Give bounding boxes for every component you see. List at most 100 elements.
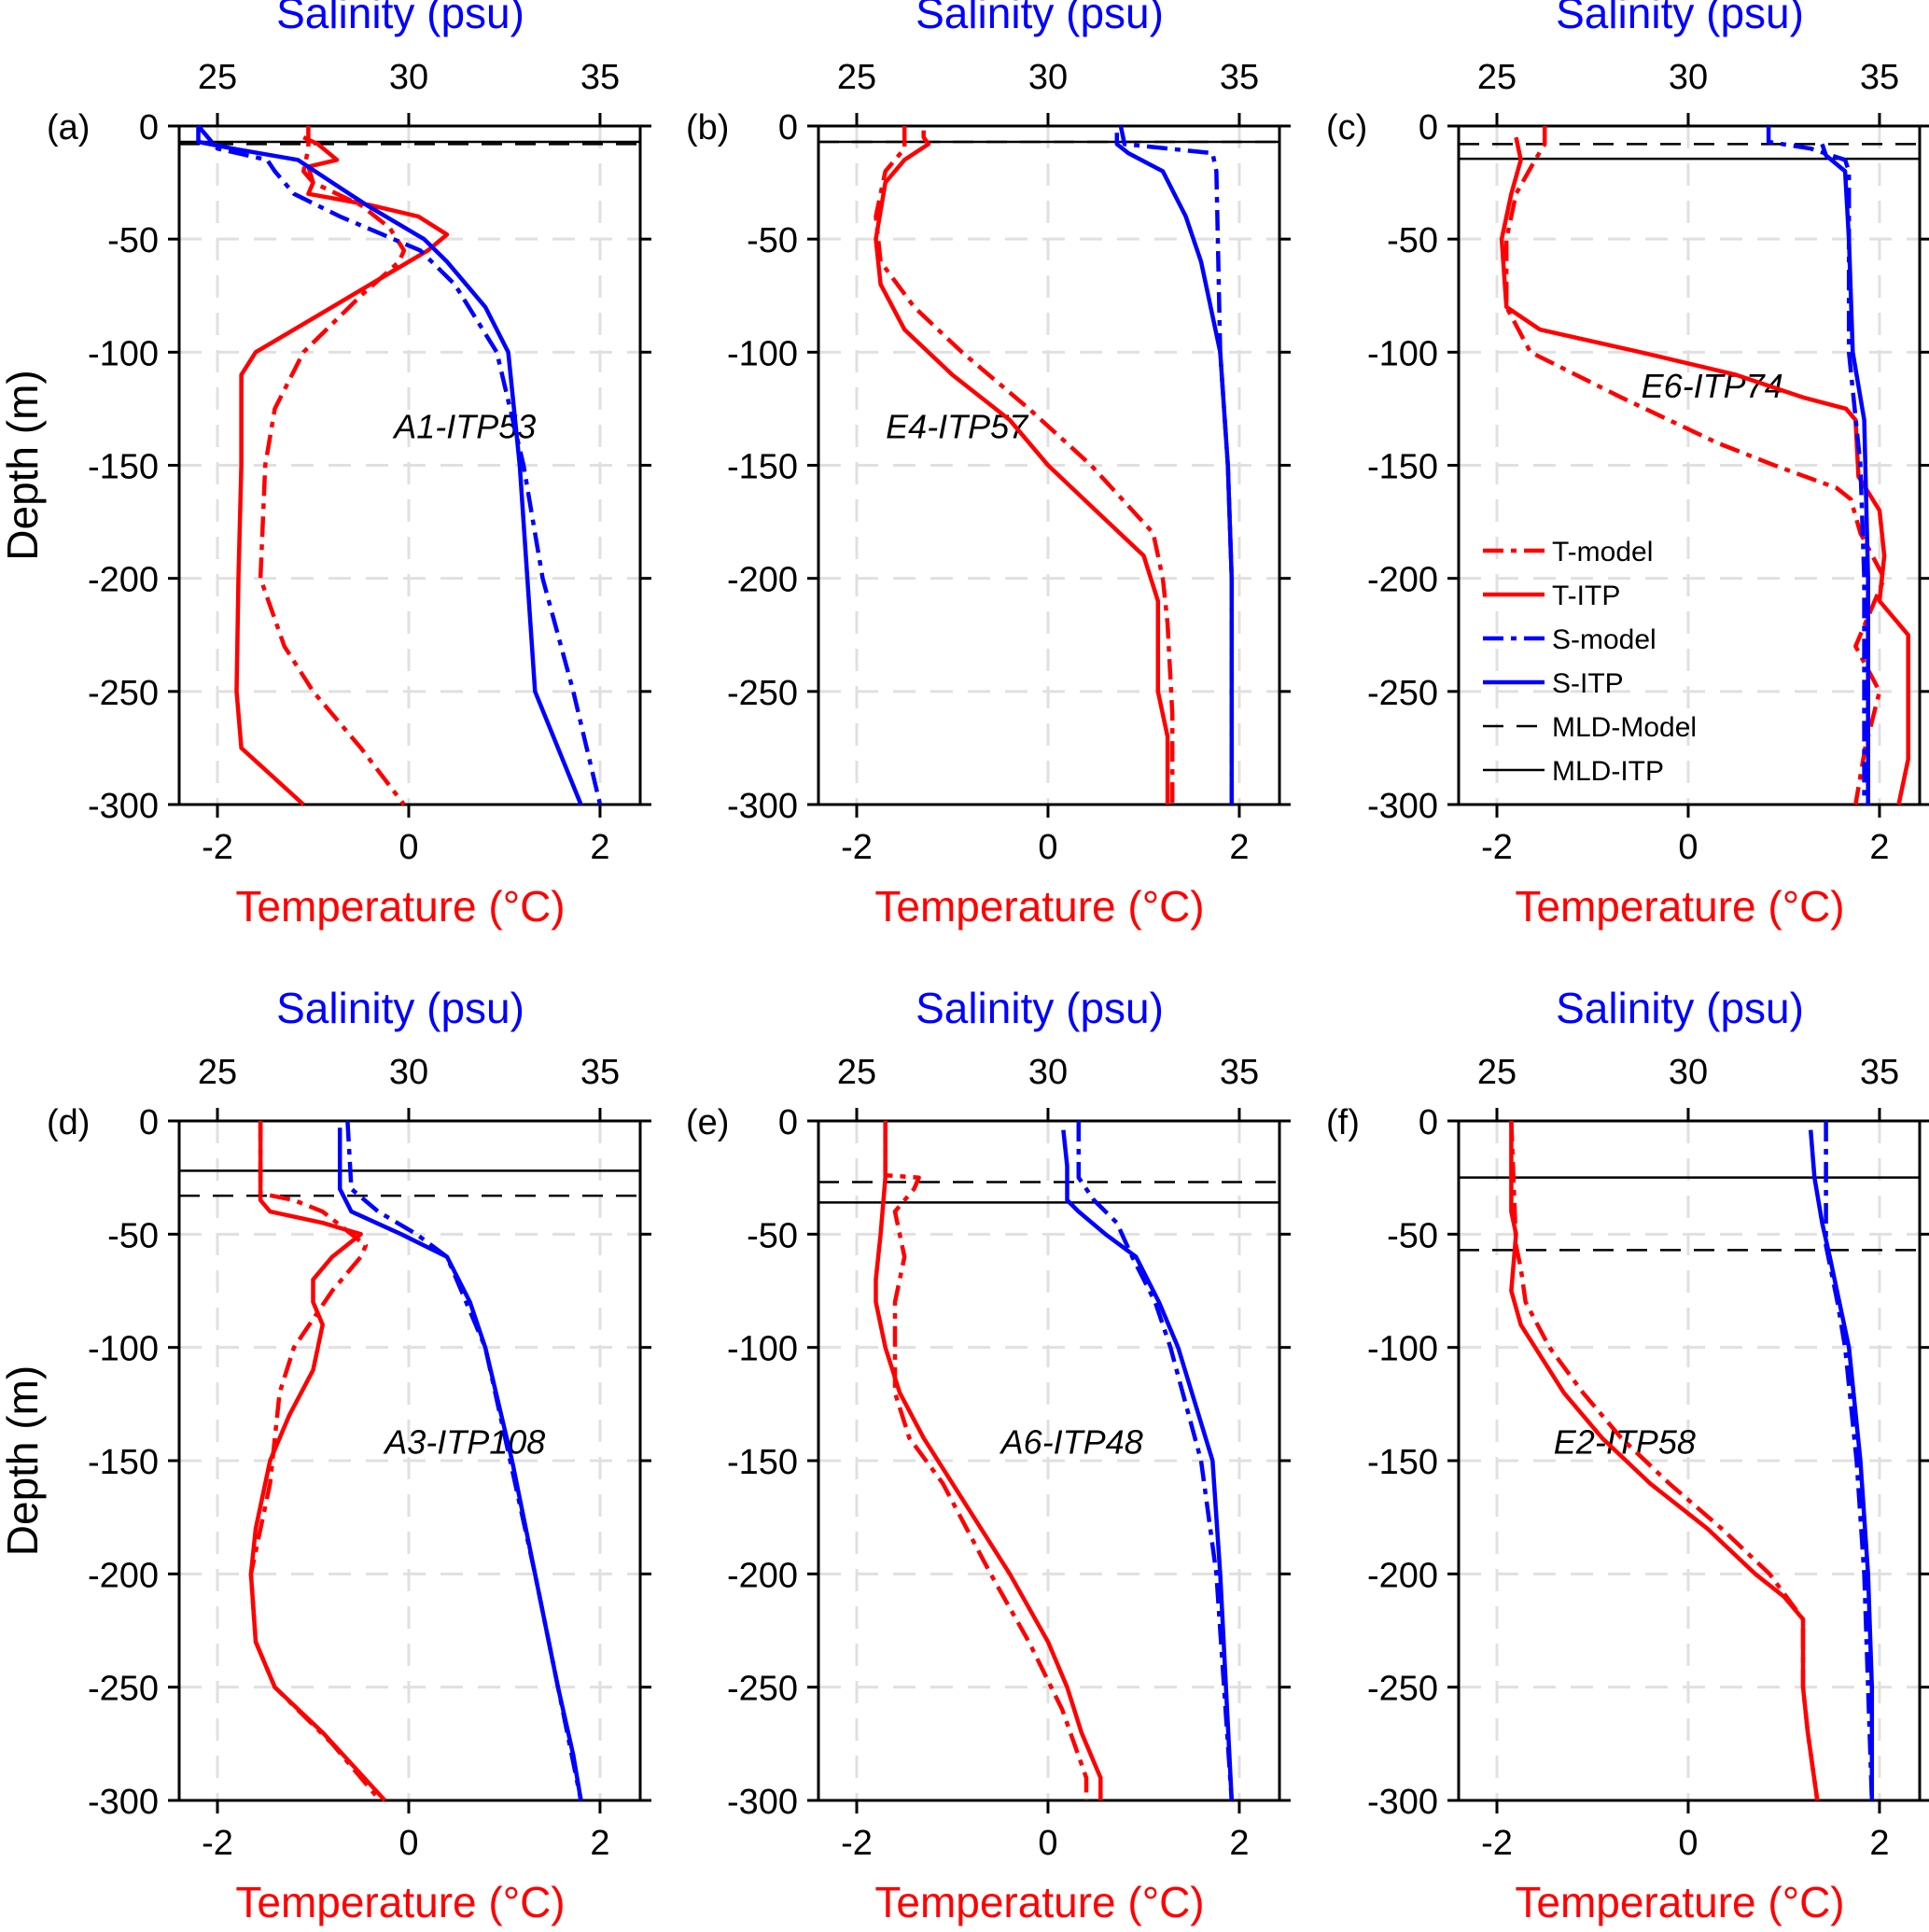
y-tick-label: -150: [1367, 1443, 1438, 1482]
panel-label: (d): [47, 1103, 90, 1142]
t-itp-line: [1499, 136, 1910, 805]
x-tick-label-temperature: 2: [1869, 828, 1889, 867]
y-tick-label: -150: [88, 1443, 159, 1482]
station-label: E6-ITP74: [1642, 367, 1783, 405]
t-itp-line: [874, 130, 1170, 805]
y-tick-label: -250: [88, 1670, 159, 1709]
x-tick-label-temperature: 2: [1229, 1824, 1249, 1863]
y-tick-label: -250: [1367, 674, 1438, 713]
x-tick-label-salinity: 25: [1477, 58, 1517, 97]
y-tick-label: -100: [1367, 1330, 1438, 1369]
panel-label: (f): [1326, 1103, 1360, 1142]
x-tick-label-salinity: 30: [389, 1053, 428, 1092]
x-tick-label-salinity: 35: [580, 58, 620, 97]
y-tick-label: -200: [1367, 1556, 1438, 1595]
y-tick-label: -150: [727, 448, 798, 487]
x-tick-label-temperature: -2: [841, 828, 873, 867]
y-tick-label: 0: [139, 1103, 159, 1142]
x-tick-label-temperature: 0: [1678, 1824, 1698, 1863]
x-tick-label-temperature: 0: [1678, 828, 1698, 867]
x-tick-label-salinity: 30: [1028, 1053, 1068, 1092]
x-tick-label-temperature: -2: [1481, 1824, 1513, 1863]
x-tick-label-temperature: -2: [202, 828, 233, 867]
y-tick-label: -250: [1367, 1670, 1438, 1709]
y-tick-label: -100: [1367, 334, 1438, 373]
legend-label: MLD-Model: [1552, 712, 1697, 743]
s-itp-line: [1820, 143, 1870, 805]
x-tick-label-temperature: 2: [1869, 1824, 1889, 1863]
x-tick-label-salinity: 35: [1220, 1053, 1259, 1092]
x-tick-label-salinity: 35: [1220, 58, 1259, 97]
legend-label: T-ITP: [1552, 581, 1620, 611]
legend: T-model T-ITP S-model S-ITP MLD-Model MLD-ITP: [1483, 537, 1697, 787]
x-axis-title-salinity: Salinity (psu): [916, 0, 1164, 37]
y-tick-label: -50: [747, 221, 798, 260]
t-model-line: [883, 1121, 1089, 1800]
y-tick-label: -200: [727, 561, 798, 600]
y-tick-label: -300: [88, 1783, 159, 1822]
y-tick-label: -200: [88, 561, 159, 600]
station-label: E4-ITP57: [886, 407, 1029, 445]
x-tick-label-temperature: 0: [398, 1824, 418, 1863]
x-axis-title-salinity: Salinity (psu): [1556, 0, 1804, 37]
y-tick-label: -150: [1367, 448, 1438, 487]
panel-label: (c): [1326, 108, 1367, 147]
y-tick-label: 0: [1419, 1103, 1438, 1142]
s-itp-line: [1114, 133, 1235, 805]
x-tick-label-temperature: 2: [590, 828, 609, 867]
station-label: A6-ITP48: [999, 1423, 1143, 1462]
x-axis-title-salinity: Salinity (psu): [276, 984, 524, 1032]
x-tick-label-salinity: 30: [1669, 1053, 1708, 1092]
s-itp-line: [196, 126, 583, 805]
y-tick-label: -50: [747, 1216, 798, 1255]
x-tick-label-salinity: 25: [198, 58, 237, 97]
panel-f: -2 0 2 25 30 35 0 -50 -100 -150 -200 -250 -300 Temper…: [1326, 984, 1929, 1926]
x-axis-title-temperature: Temperature (°C): [235, 882, 565, 931]
x-axis-title-salinity: Salinity (psu): [276, 0, 524, 37]
y-tick-label: -50: [1387, 221, 1438, 260]
y-tick-label: -100: [727, 334, 798, 373]
s-model-line: [345, 1120, 583, 1801]
x-tick-label-salinity: 25: [837, 1053, 876, 1092]
y-tick-label: -50: [107, 221, 159, 260]
panel-label: (e): [686, 1103, 729, 1142]
t-itp-line: [874, 1121, 1103, 1800]
panel-label: (a): [47, 108, 90, 147]
y-tick-label: 0: [778, 108, 798, 147]
x-tick-label-temperature: -2: [202, 1824, 233, 1863]
t-model-line: [248, 1121, 382, 1802]
y-tick-label: -300: [1367, 787, 1438, 826]
x-tick-label-salinity: 30: [1669, 58, 1708, 97]
y-tick-label: -50: [107, 1216, 159, 1255]
y-tick-label: -250: [727, 674, 798, 713]
y-tick-label: -100: [727, 1330, 798, 1369]
x-axis-title-temperature: Temperature (°C): [1515, 882, 1844, 931]
x-axis-title-temperature: Temperature (°C): [235, 1878, 565, 1926]
y-tick-label: 0: [778, 1103, 798, 1142]
x-tick-label-salinity: 30: [389, 58, 428, 97]
legend-label: T-model: [1552, 537, 1653, 567]
t-model-line: [1509, 1120, 1820, 1801]
y-tick-label: -100: [88, 1330, 159, 1369]
legend-label: MLD-ITP: [1552, 756, 1664, 787]
t-model-line: [874, 126, 1175, 805]
y-tick-label: 0: [139, 108, 159, 147]
station-label: A3-ITP108: [383, 1423, 545, 1462]
x-tick-label-temperature: 0: [1038, 828, 1057, 867]
x-tick-label-temperature: 0: [398, 828, 418, 867]
y-tick-label: -100: [88, 334, 159, 373]
t-itp-line: [248, 1121, 387, 1802]
x-tick-label-salinity: 35: [580, 1053, 620, 1092]
x-tick-label-temperature: -2: [841, 1824, 873, 1863]
s-itp-line: [337, 1127, 583, 1801]
y-tick-label: -250: [88, 674, 159, 713]
panel-c: -2 0 2 25 30 35 0 -50 -100 -150 -200 -250 -300 Temper…: [1326, 0, 1929, 931]
x-tick-label-temperature: 2: [1229, 828, 1249, 867]
panel-e: -2 0 2 25 30 35 0 -50 -100 -150 -200 -250 -300 Temper…: [686, 984, 1291, 1926]
s-model-line: [196, 124, 603, 805]
station-label: E2-ITP58: [1554, 1423, 1696, 1462]
legend-label: S-ITP: [1552, 668, 1624, 699]
y-tick-label: -300: [1367, 1783, 1438, 1822]
x-axis-title-salinity: Salinity (psu): [916, 984, 1164, 1032]
y-axis-title-depth: Depth (m): [0, 1365, 47, 1556]
